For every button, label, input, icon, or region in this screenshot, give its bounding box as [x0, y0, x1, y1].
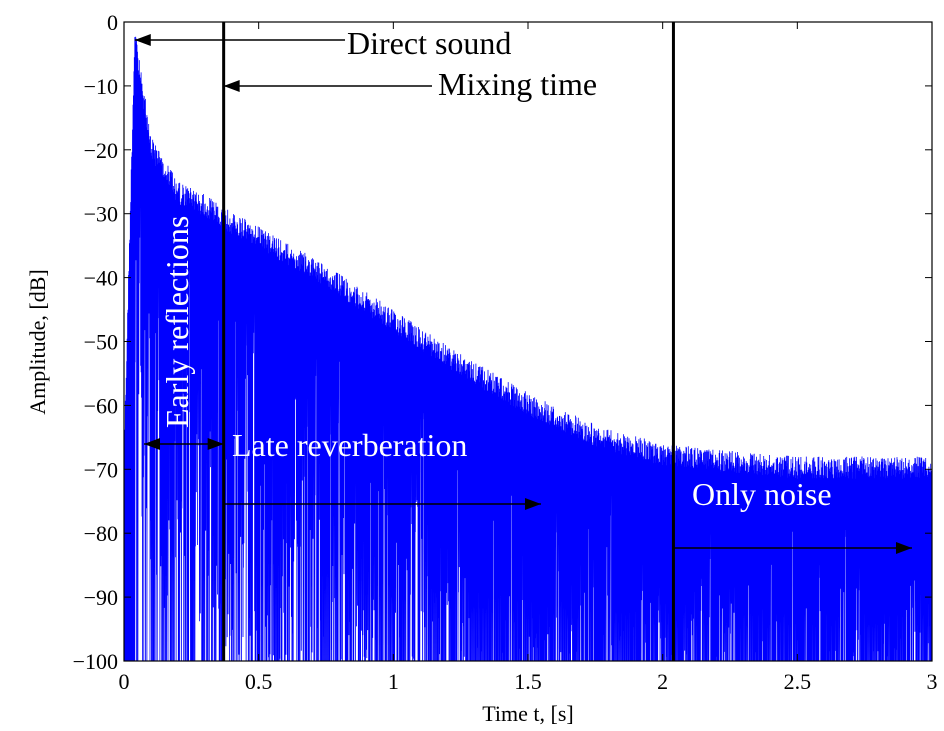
arrow-head	[223, 80, 240, 92]
y-tick-label: −40	[84, 266, 118, 291]
y-axis-title: Amplitude, [dB]	[25, 269, 50, 414]
y-tick-label: −100	[73, 649, 118, 674]
annotation-early-reflections: Early reflections	[159, 216, 195, 428]
y-tick-label: −90	[84, 585, 118, 610]
y-tick-label: −70	[84, 457, 118, 482]
x-tick-label: 2.5	[784, 669, 812, 694]
y-tick-label: −10	[84, 74, 118, 99]
series-layer	[123, 36, 933, 662]
annotation-direct-sound: Direct sound	[347, 25, 511, 61]
series-line	[123, 36, 933, 662]
annotation-mixing-time: Mixing time	[438, 66, 597, 102]
y-tick-label: 0	[107, 10, 118, 35]
annotation-only-noise: Only noise	[692, 476, 832, 512]
annotation-late-reverberation: Late reverberation	[232, 427, 467, 463]
y-tick-label: −80	[84, 521, 118, 546]
arrow-head	[144, 438, 160, 450]
marker-layer	[222, 22, 675, 661]
arrow-head	[525, 498, 541, 510]
arrow-head	[896, 542, 912, 554]
x-tick-label: 2	[657, 669, 668, 694]
x-tick-label: 1	[388, 669, 399, 694]
y-tick-label: −30	[84, 202, 118, 227]
y-tick-label: −20	[84, 138, 118, 163]
arrow-head	[207, 438, 224, 450]
tick-layer: 0 0.5 1 1.5 2 2.5 3 0 −10 −20 −30 −40 −50 −60 −70 −80 −9…	[73, 10, 938, 694]
x-tick-label: 0.5	[245, 669, 273, 694]
arrow-head	[134, 34, 151, 46]
x-axis-title: Time t, [s]	[482, 701, 573, 726]
x-tick-label: 0	[119, 669, 130, 694]
y-tick-label: −50	[84, 330, 118, 355]
arrow-layer	[134, 34, 912, 554]
y-tick-label: −60	[84, 393, 118, 418]
x-tick-label: 1.5	[514, 669, 542, 694]
x-tick-label: 3	[927, 669, 938, 694]
